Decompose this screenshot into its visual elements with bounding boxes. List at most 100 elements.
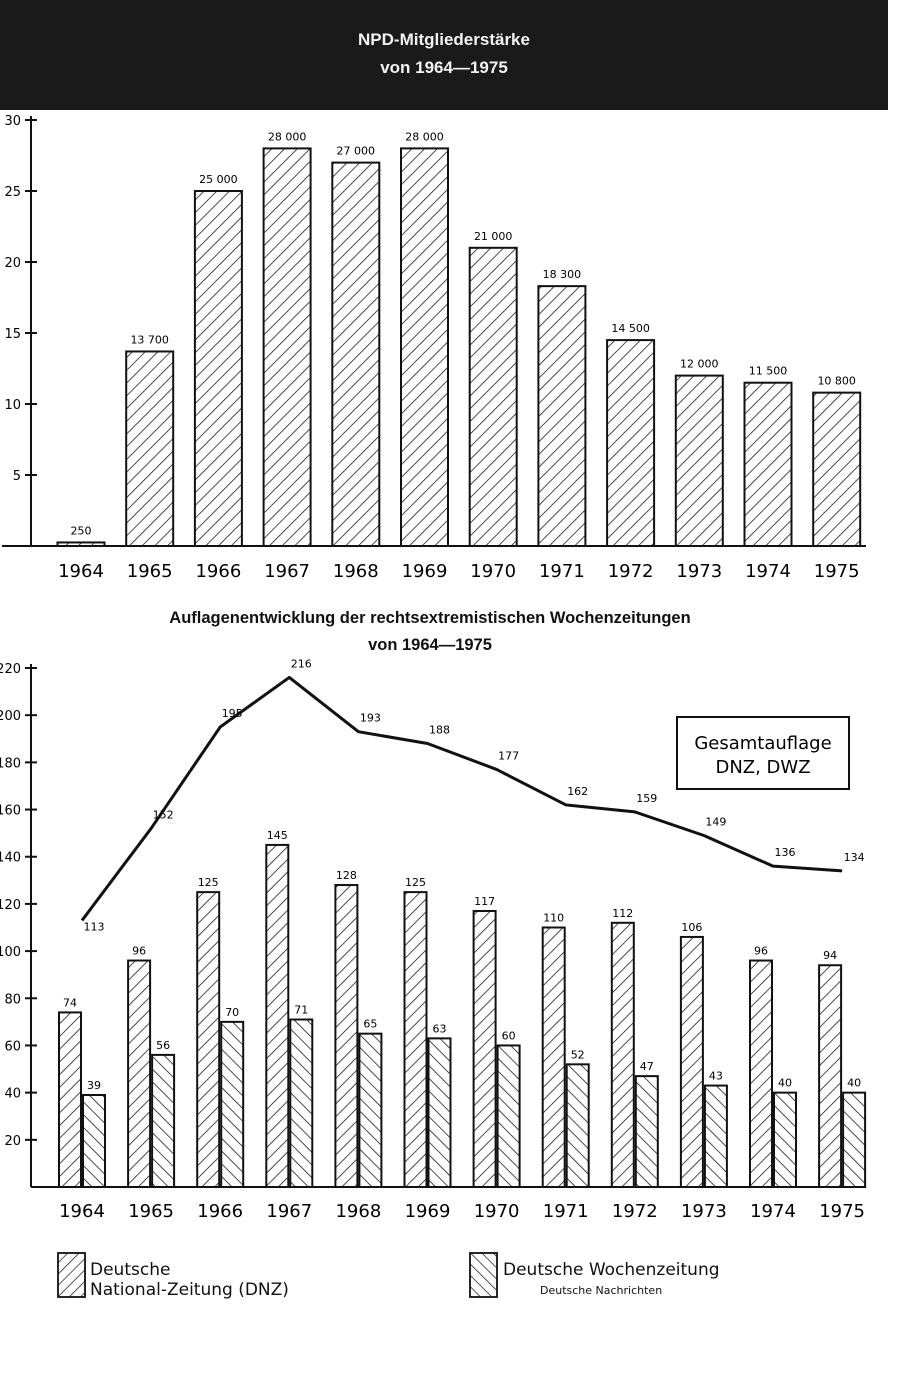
dwz-bar-1969 xyxy=(427,1037,452,1188)
data-label-1973: 12 000 xyxy=(680,358,719,371)
x-tick-label-1974: 1974 xyxy=(745,561,791,582)
dnz-label-1975: 94 xyxy=(823,949,837,962)
bar-1965 xyxy=(125,350,175,547)
y-tick-label: 140 xyxy=(0,851,21,866)
y-tick-label: 200 xyxy=(0,709,21,724)
total-label-1972: 159 xyxy=(636,792,657,805)
dnz-bar-1969 xyxy=(403,891,428,1188)
y-tick-label: 40 xyxy=(4,1087,21,1102)
bar-1973 xyxy=(674,374,724,547)
dnz-bar-1972 xyxy=(610,921,635,1188)
x-tick-label-1966: 1966 xyxy=(197,1201,243,1222)
dwz-label-1972: 47 xyxy=(640,1060,654,1073)
total-label-1967: 216 xyxy=(291,657,312,670)
dwz-bar-1973 xyxy=(703,1084,728,1188)
bar-1974 xyxy=(743,381,793,548)
bar-1966 xyxy=(193,190,243,547)
legend-dwz-line2: Deutsche Nachrichten xyxy=(540,1284,663,1297)
dnz-bar-1966 xyxy=(196,891,221,1188)
dnz-label-1964: 74 xyxy=(63,996,77,1009)
x-tick-label-1973: 1973 xyxy=(681,1201,727,1222)
dnz-label-1966: 125 xyxy=(198,876,219,889)
dwz-label-1973: 43 xyxy=(709,1070,723,1083)
legend-dwz-line1: Deutsche Wochenzeitung xyxy=(503,1260,720,1280)
legend-swatch-dnz xyxy=(57,1252,86,1298)
y-tick-label: 60 xyxy=(4,1039,21,1054)
dnz-bar-1975 xyxy=(818,964,843,1188)
legend-dnz-line1: Deutsche xyxy=(90,1260,171,1280)
chart1-title: NPD-Mitgliederstärke xyxy=(358,30,530,49)
newspaper-circulation-chart: 74 39 96 56 125 70 145 71 128 65 125 63 117 60 110 52 11… xyxy=(0,657,867,1222)
x-tick-label-1974: 1974 xyxy=(750,1201,796,1222)
data-label-1967: 28 000 xyxy=(268,130,307,143)
y-tick-label: 25 xyxy=(4,185,21,200)
dwz-label-1971: 52 xyxy=(571,1048,585,1061)
dnz-bar-1967 xyxy=(265,843,290,1188)
data-label-1964: 250 xyxy=(71,524,92,537)
x-tick-label-1973: 1973 xyxy=(676,561,722,582)
data-label-1965: 13 700 xyxy=(130,333,169,346)
x-tick-label-1964: 1964 xyxy=(58,561,104,582)
data-label-1975: 10 800 xyxy=(817,375,856,388)
dnz-bar-1970 xyxy=(472,909,497,1188)
bar-1969 xyxy=(400,147,449,547)
total-label-1964: 113 xyxy=(84,920,105,933)
x-tick-label-1965: 1965 xyxy=(127,561,173,582)
dwz-bar-1964 xyxy=(82,1093,106,1188)
legend-swatch-dwz xyxy=(469,1252,498,1298)
data-label-1972: 14 500 xyxy=(611,322,650,335)
x-tick-label-1969: 1969 xyxy=(405,1201,451,1222)
dnz-label-1970: 117 xyxy=(474,895,495,908)
y-tick-label: 10 xyxy=(4,398,21,413)
dnz-label-1965: 96 xyxy=(132,945,146,958)
dnz-bar-1968 xyxy=(334,884,359,1188)
x-tick-label-1970: 1970 xyxy=(470,561,516,582)
x-tick-label-1967: 1967 xyxy=(266,1201,312,1222)
y-tick-label: 220 xyxy=(0,662,21,677)
data-label-1971: 18 300 xyxy=(543,268,582,281)
dwz-bar-1966 xyxy=(220,1020,245,1189)
dwz-label-1968: 65 xyxy=(363,1018,377,1031)
y-tick-label: 30 xyxy=(4,114,21,129)
dwz-label-1965: 56 xyxy=(156,1039,170,1052)
dnz-bar-1973 xyxy=(679,935,704,1188)
annotation-line2: DNZ, DWZ xyxy=(715,757,810,778)
x-tick-label-1971: 1971 xyxy=(539,561,585,582)
total-label-1975: 134 xyxy=(844,851,865,864)
bar-1964 xyxy=(56,541,106,548)
dnz-bar-1971 xyxy=(541,926,566,1188)
dwz-bar-1971 xyxy=(565,1063,590,1188)
dwz-bar-1972 xyxy=(634,1075,659,1189)
dwz-bar-1968 xyxy=(358,1032,383,1188)
dwz-label-1974: 40 xyxy=(778,1077,792,1090)
dwz-label-1964: 39 xyxy=(87,1079,101,1092)
x-tick-label-1965: 1965 xyxy=(128,1201,174,1222)
x-tick-label-1969: 1969 xyxy=(402,561,448,582)
total-label-1970: 177 xyxy=(498,749,519,762)
y-tick-label: 160 xyxy=(0,804,21,819)
total-label-1966: 195 xyxy=(222,707,243,720)
legend-dnz-line2: National-Zeitung (DNZ) xyxy=(90,1280,289,1300)
data-label-1968: 27 000 xyxy=(337,145,376,158)
chart2-subtitle: von 1964—1975 xyxy=(368,636,492,654)
y-tick-label: 5 xyxy=(13,469,21,484)
y-tick-label: 120 xyxy=(0,898,21,913)
x-tick-label-1972: 1972 xyxy=(608,561,654,582)
total-circulation-annotation-box: Gesamtauflage DNZ, DWZ xyxy=(676,716,850,790)
bar-1971 xyxy=(537,285,587,547)
bar-1968 xyxy=(331,161,381,547)
dnz-label-1974: 96 xyxy=(754,945,768,958)
data-label-1966: 25 000 xyxy=(199,173,238,186)
y-tick-label: 100 xyxy=(0,945,21,960)
y-tick-label: 20 xyxy=(4,1134,21,1149)
x-tick-label-1970: 1970 xyxy=(474,1201,520,1222)
data-label-1974: 11 500 xyxy=(749,365,788,378)
x-tick-label-1964: 1964 xyxy=(59,1201,105,1222)
dwz-bar-1970 xyxy=(496,1044,521,1189)
dwz-label-1969: 63 xyxy=(433,1022,447,1035)
dwz-bar-1967 xyxy=(289,1018,314,1188)
dnz-bar-1965 xyxy=(127,959,152,1189)
total-label-1971: 162 xyxy=(567,785,588,798)
dnz-bar-1964 xyxy=(58,1011,82,1188)
npd-membership-chart: 250 13 700 25 000 28 000 27 000 28 000 21 000 1… xyxy=(2,114,866,582)
